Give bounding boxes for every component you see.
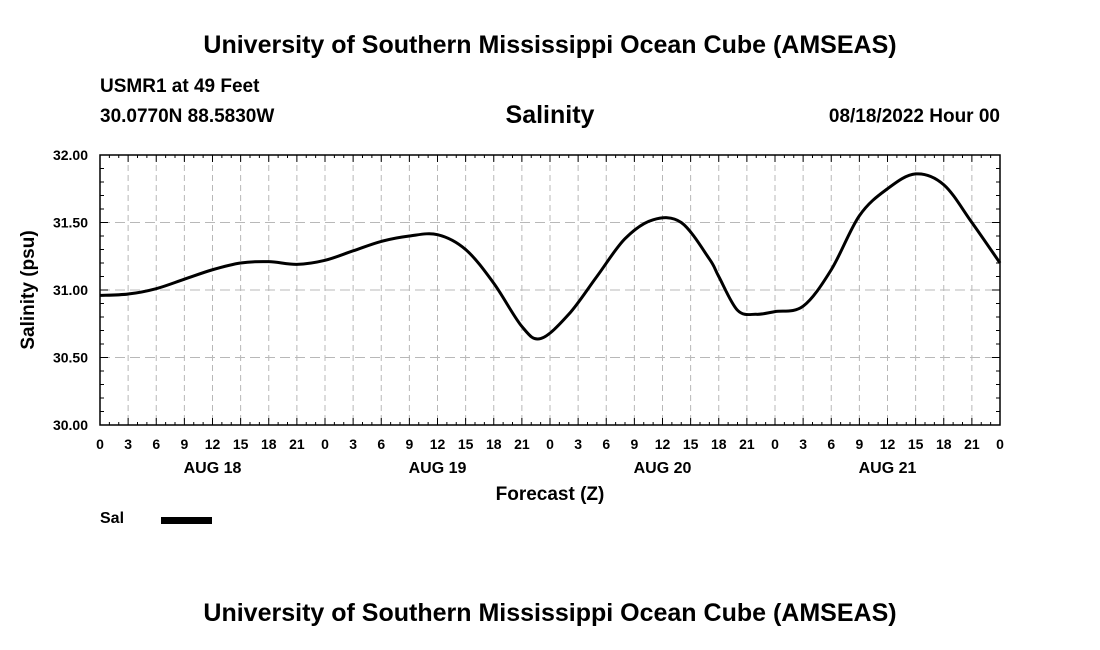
data-point [802, 305, 804, 307]
y-tick-label: 31.00 [53, 282, 88, 298]
data-point [296, 263, 298, 265]
day-label: AUG 21 [859, 460, 917, 477]
y-tick-label: 30.00 [53, 417, 88, 433]
data-point [708, 258, 710, 260]
data-point [324, 259, 326, 261]
x-tick-label: 6 [377, 436, 385, 452]
day-label: AUG 20 [634, 460, 692, 477]
data-point [493, 282, 495, 284]
x-tick-label: 21 [514, 436, 530, 452]
legend-swatch [161, 517, 212, 524]
x-tick-label: 9 [405, 436, 413, 452]
data-point [521, 325, 523, 327]
coordinates-label: 30.0770N 88.5830W [100, 106, 275, 127]
x-tick-label: 21 [739, 436, 755, 452]
data-point [915, 173, 917, 175]
run-time-label: 08/18/2022 Hour 00 [828, 106, 1000, 127]
legend-label: Sal [100, 510, 125, 527]
x-tick-label: 3 [574, 436, 582, 452]
x-tick-label: 18 [936, 436, 952, 452]
data-point [971, 222, 973, 223]
x-tick-label: 3 [799, 436, 807, 452]
y-tick-label: 30.50 [53, 350, 88, 366]
data-point [568, 313, 570, 315]
x-tick-label: 0 [546, 436, 554, 452]
x-tick-label: 21 [289, 436, 305, 452]
x-tick-label: 12 [655, 436, 671, 452]
data-point [737, 309, 738, 311]
data-point [652, 219, 654, 221]
x-tick-label: 9 [180, 436, 188, 452]
data-point [680, 222, 682, 223]
data-point [858, 215, 860, 217]
x-tick-label: 12 [430, 436, 446, 452]
day-label: AUG 18 [184, 460, 242, 477]
y-axis-label: Salinity (psu) [18, 230, 39, 349]
x-tick-label: 21 [964, 436, 980, 452]
x-tick-label: 0 [96, 436, 104, 452]
data-point [755, 313, 757, 315]
x-tick-label: 15 [908, 436, 924, 452]
data-point [774, 311, 776, 313]
x-tick-label: 6 [602, 436, 610, 452]
x-tick-label: 0 [321, 436, 329, 452]
x-tick-label: 15 [458, 436, 474, 452]
data-point [999, 262, 1001, 264]
grid-lines [100, 155, 1000, 425]
x-tick-label: 3 [124, 436, 132, 452]
data-point [830, 269, 832, 271]
x-tick-label: 18 [486, 436, 502, 452]
x-tick-label: 6 [827, 436, 835, 452]
x-tick-label: 15 [233, 436, 249, 452]
data-point [240, 262, 242, 264]
data-point [596, 276, 598, 277]
y-tick-label: 31.50 [53, 215, 88, 231]
data-point [352, 250, 354, 252]
station-label: USMR1 at 49 Feet [100, 76, 260, 97]
day-label: AUG 19 [409, 460, 467, 477]
data-point [437, 234, 438, 236]
x-tick-label: 6 [152, 436, 160, 452]
x-axis-label: Forecast (Z) [496, 484, 605, 505]
x-tick-label: 0 [996, 436, 1004, 452]
x-tick-label: 9 [855, 436, 863, 452]
x-tick-label: 18 [261, 436, 277, 452]
data-point [380, 240, 382, 242]
axes [99, 154, 1001, 426]
data-point [127, 293, 129, 295]
data-point [718, 276, 720, 277]
data-point [408, 235, 410, 237]
x-tick-label: 3 [349, 436, 357, 452]
data-point [268, 261, 270, 263]
footer-title: University of Southern Mississippi Ocean… [203, 599, 897, 627]
data-point [155, 288, 157, 290]
data-point [943, 184, 945, 186]
x-tick-label: 15 [683, 436, 699, 452]
data-point [183, 278, 185, 280]
main-title: University of Southern Mississippi Ocean… [203, 31, 897, 59]
data-point [540, 338, 542, 340]
tick-labels: 30.00 30.50 31.00 31.50 32.00 0 3 6 9 12 15 18 21 0 3 6… [18, 147, 1004, 505]
data-point [465, 249, 467, 250]
y-tick-label: 32.00 [53, 147, 88, 163]
x-tick-label: 0 [771, 436, 779, 452]
x-tick-label: 9 [630, 436, 638, 452]
data-point [624, 238, 626, 240]
x-tick-label: 12 [880, 436, 896, 452]
data-point [212, 269, 213, 271]
data-point [887, 188, 888, 190]
series-layer [99, 172, 1002, 341]
data-point [99, 294, 101, 296]
x-tick-label: 12 [205, 436, 221, 452]
x-tick-label: 18 [711, 436, 727, 452]
chart-title: Salinity [505, 101, 595, 129]
